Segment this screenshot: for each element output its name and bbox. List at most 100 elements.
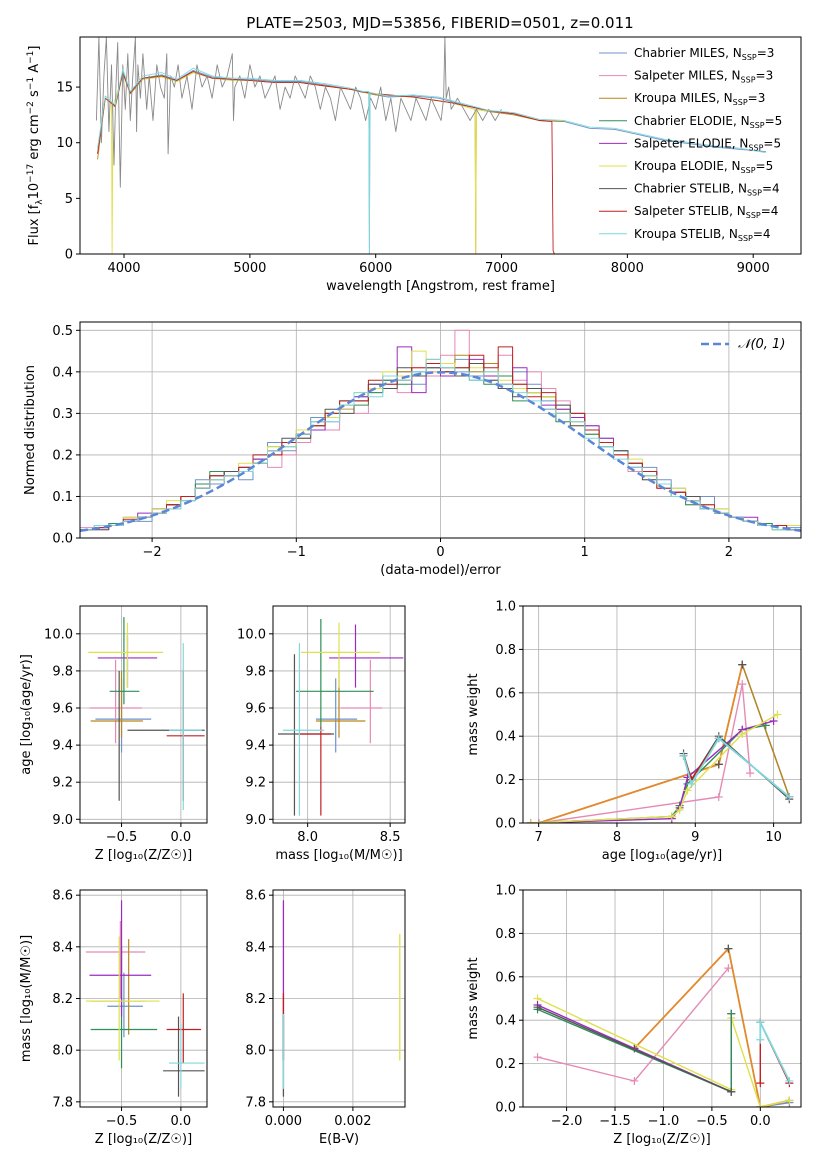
legend-text: Kroupa ELODIE, N — [634, 159, 741, 173]
y-tick-label: 0.6 — [495, 686, 516, 701]
x-tick-label: −2.0 — [551, 1114, 583, 1129]
y-axis-label-part: Flux [f — [27, 204, 42, 245]
point-marker — [738, 680, 747, 689]
x-tick-label: −0.5 — [696, 1114, 728, 1129]
y-tick-label: 0.8 — [495, 643, 516, 658]
y-axis-label-part: −2 — [26, 101, 36, 114]
age-vs-mass-panel: 8.0 8.5 9.0 9.2 9.4 9.6 9.8 10.0 mass [log₁₀(M/M… — [237, 605, 406, 863]
point-marker — [769, 717, 778, 726]
y-tick-label: 10 — [56, 136, 73, 151]
point-marker — [687, 779, 696, 788]
legend-text: Salpeter STELIB, N — [634, 204, 746, 218]
axes-frame — [272, 605, 406, 824]
y-tick-label: 0.2 — [495, 1057, 516, 1072]
point-marker — [727, 1087, 736, 1096]
legend-sub: SSP — [742, 53, 757, 62]
weight-line — [538, 664, 744, 823]
y-axis-label-part: −1 — [26, 51, 36, 64]
legend-text: Chabrier ELODIE, N — [634, 114, 750, 128]
point-marker — [727, 1009, 736, 1018]
axes-frame — [79, 321, 802, 539]
plot-area — [526, 660, 794, 823]
x-tick-label: 8.5 — [380, 830, 401, 845]
x-tick-label: 7 — [535, 830, 543, 845]
y-tick-label: 0 — [65, 248, 73, 263]
legend-entry: Salpeter MILES, NSSP=3 — [634, 69, 773, 85]
weight-line — [538, 663, 790, 823]
x-axis-label: E(B-V) — [319, 1132, 359, 1147]
point-marker — [667, 812, 676, 821]
x-tick-label: 7000 — [485, 261, 518, 276]
legend-sub: SSP — [748, 143, 763, 152]
legend-sub: SSP — [741, 76, 756, 85]
x-tick-label: 0.0 — [171, 1114, 192, 1129]
y-tick-label: 0.4 — [52, 365, 73, 380]
point-marker — [533, 1053, 542, 1062]
y-axis-label: mass [log₁₀(M/M☉)] — [19, 935, 34, 1062]
plot-area — [277, 618, 404, 816]
weight-line — [538, 663, 790, 823]
point-marker — [526, 819, 535, 823]
x-axis-label: age [log₁₀(age/yr)] — [602, 848, 723, 863]
y-tick-label: 9.2 — [52, 776, 73, 791]
weight-line — [530, 713, 778, 823]
weight-line — [682, 737, 790, 798]
legend-text: Kroupa MILES, N — [634, 91, 733, 105]
y-tick-label: 9.0 — [245, 813, 266, 828]
y-tick-label: 7.8 — [245, 1095, 266, 1110]
x-tick-label: −1.5 — [599, 1114, 631, 1129]
y-tick-label: 9.2 — [245, 776, 266, 791]
y-tick-label: 9.4 — [52, 739, 73, 754]
point-marker — [756, 1079, 765, 1088]
legend-text: =3 — [756, 69, 774, 83]
y-tick-label: 10.0 — [44, 627, 73, 642]
x-tick-label: 9000 — [737, 261, 770, 276]
legend-text: =4 — [761, 204, 779, 218]
y-axis-label-part: A — [27, 64, 42, 77]
y-tick-label: 9.4 — [245, 739, 266, 754]
legend-entry: Salpeter ELODIE, NSSP=5 — [634, 136, 781, 152]
axes-frame — [79, 605, 208, 824]
legend-text: =5 — [763, 136, 781, 150]
y-axis-label-part: erg cm — [27, 114, 42, 163]
legend-text: =5 — [756, 159, 774, 173]
mass-vs-extinction-panel: 0.000 0.002 7.8 8.0 8.2 8.4 8.6 E(B-V) — [245, 889, 406, 1147]
x-tick-label: −1.0 — [648, 1114, 680, 1129]
point-marker — [724, 964, 733, 973]
point-marker — [756, 1018, 765, 1027]
y-tick-label: 0.6 — [495, 970, 516, 985]
legend-entry: Chabrier ELODIE, NSSP=5 — [634, 114, 782, 130]
y-tick-label: 10.0 — [237, 627, 266, 642]
y-tick-label: 0.2 — [52, 448, 73, 463]
x-tick-label: 8.0 — [297, 830, 318, 845]
x-tick-label: 8 — [613, 830, 621, 845]
y-tick-label: 9.6 — [52, 702, 73, 717]
gaussian-curve — [80, 371, 801, 532]
legend-text: =3 — [757, 46, 775, 60]
y-axis-label: age [log₁₀(age/yr)] — [19, 654, 34, 775]
x-tick-label: −1 — [287, 545, 306, 560]
legend-sub: SSP — [733, 98, 748, 107]
y-tick-label: 8.2 — [245, 992, 266, 1007]
x-tick-label: 5000 — [233, 261, 266, 276]
x-axis-label: Z [log₁₀(Z/Z☉)] — [95, 1132, 192, 1147]
legend-entry: Chabrier MILES, NSSP=3 — [634, 46, 774, 62]
legend-sub: SSP — [747, 189, 762, 198]
y-axis-label-part: −1 — [26, 77, 36, 90]
x-axis-label: mass [log₁₀(M/M☉)] — [275, 848, 402, 863]
x-tick-label: 0.0 — [750, 1114, 771, 1129]
point-marker — [630, 1076, 639, 1085]
weight-line — [537, 967, 729, 1082]
point-marker — [785, 792, 794, 801]
weight-line — [759, 1021, 791, 1082]
y-tick-label: 1.0 — [495, 600, 516, 615]
spectrum-line — [97, 71, 555, 254]
x-axis-label: Z [log₁₀(Z/Z☉)] — [95, 848, 192, 863]
weight-vs-metallicity-panel: −2.0 −1.5 −1.0 −0.5 0.0 0.0 0.2 0.4 0.6 0.8 1.0 Z [… — [466, 884, 802, 1147]
legend-text: =4 — [753, 227, 771, 241]
axes-frame — [522, 605, 802, 824]
x-tick-label: 1 — [581, 545, 589, 560]
axes-frame — [79, 36, 802, 255]
point-marker — [785, 1096, 794, 1105]
spectrum-line — [97, 67, 766, 254]
